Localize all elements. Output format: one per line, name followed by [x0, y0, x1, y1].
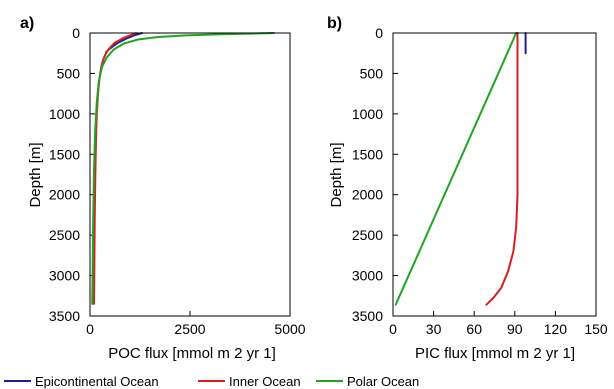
panel-b-y-tick-label: 2000 [352, 187, 383, 203]
panel-b-y-tick-label: 3000 [352, 268, 383, 284]
panel-b-line-polar [394, 32, 518, 306]
panel-b-x-tick-label: 0 [389, 321, 397, 337]
panel-a-ticks: 0 2500 5000 0 500 1000 1500 2000 2500 3000 3500 [49, 25, 306, 337]
panel-b-series [394, 32, 527, 306]
legend-item-inner: Inner Ocean [198, 374, 301, 389]
panel-a-letter: a) [20, 15, 34, 32]
panel-b-y-tick-label: 2500 [352, 227, 383, 243]
panel-b-y-tick-label: 3500 [352, 308, 383, 324]
panel-b-line-inner [485, 32, 519, 306]
legend-item-epicontinental: Epicontinental Ocean [4, 374, 159, 389]
panel-a-x-axis-title: POC flux [mmol m 2 yr 1] [108, 345, 276, 362]
panel-a-y-tick-label: 3000 [49, 268, 80, 284]
panel-b-x-tick-label: 90 [507, 321, 523, 337]
panel-b-x-tick-label: 30 [426, 321, 442, 337]
panel-b-y-tick-label: 500 [360, 65, 384, 81]
legend-label-polar: Polar Ocean [347, 374, 419, 389]
panel-b-y-tick-label: 1000 [352, 106, 383, 122]
panel-b-x-tick-label: 60 [466, 321, 482, 337]
panel-a-x-tick-label: 5000 [274, 321, 305, 337]
legend-label-epicontinental: Epicontinental Ocean [35, 374, 159, 389]
panel-a-x-tick-label: 2500 [174, 321, 205, 337]
panel-b-y-tick-label: 1500 [352, 146, 383, 162]
panel-a-y-tick-label: 500 [57, 65, 81, 81]
panel-a-y-tick-label: 3500 [49, 308, 80, 324]
panel-b-y-tick-label: 0 [375, 25, 383, 41]
panel-a-x-tick-label: 0 [86, 321, 94, 337]
panel-a-plot-frame [89, 32, 291, 317]
panel-a-y-axis-title: Depth [m] [27, 142, 44, 207]
panel-a-y-tick-label: 0 [72, 25, 80, 41]
legend: Epicontinental Ocean Inner Ocean Polar O… [4, 374, 419, 389]
panel-b-ticks: 0 30 60 90 120 150050010001500200025003000350… [352, 25, 608, 337]
panel-b-letter: b) [327, 15, 342, 32]
panel-b-x-axis-title: PIC flux [mmol m 2 yr 1] [415, 345, 575, 362]
panel-b-plot-frame [392, 32, 597, 317]
legend-item-polar: Polar Ocean [316, 374, 419, 389]
panel-a-y-tick-label: 1000 [49, 106, 80, 122]
panel-b-x-tick-label: 120 [544, 321, 568, 337]
panel-a: a) Depth [m] POC flux [mmol m 2 yr 1] 0 2… [20, 15, 306, 362]
panel-b-x-tick-label: 150 [584, 321, 608, 337]
panel-b-y-axis-title: Depth [m] [328, 142, 345, 207]
panel-a-series [91, 32, 275, 305]
panel-a-y-tick-label: 1500 [49, 146, 80, 162]
panel-a-line-polar [91, 32, 275, 305]
legend-label-inner: Inner Ocean [229, 374, 301, 389]
panel-a-y-tick-label: 2500 [49, 227, 80, 243]
panel-a-y-tick-label: 2000 [49, 187, 80, 203]
